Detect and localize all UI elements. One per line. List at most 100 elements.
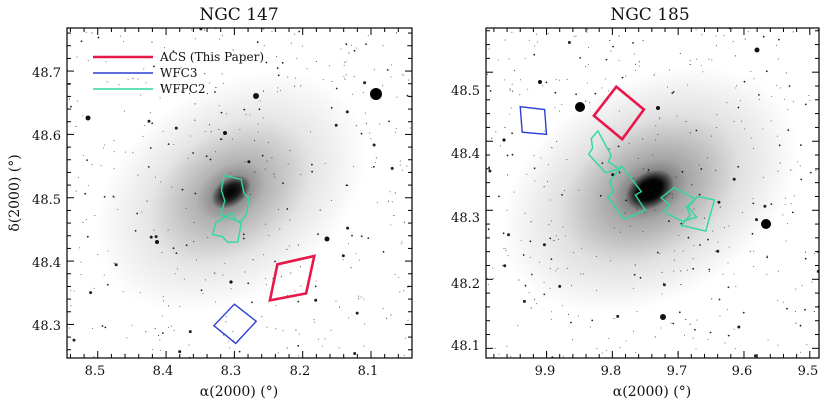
star-speck	[504, 126, 506, 128]
star-speck	[137, 78, 139, 80]
star-speck	[298, 355, 300, 357]
x-tick-label: 8.1	[358, 364, 379, 379]
star-speck	[381, 85, 384, 87]
bright-star	[253, 93, 259, 99]
star-speck	[351, 234, 353, 237]
star-speck	[762, 35, 765, 38]
frame	[485, 27, 820, 359]
star-speck	[119, 35, 122, 37]
star-speck	[72, 338, 76, 342]
star-speck	[403, 354, 405, 357]
star-speck	[585, 66, 587, 68]
star-speck	[554, 107, 556, 109]
star-speck	[790, 203, 792, 205]
star-speck	[575, 35, 577, 37]
x-tick-label: 9.8	[601, 364, 622, 379]
star-speck	[367, 237, 370, 240]
star-speck	[275, 328, 277, 330]
star-speck	[199, 57, 201, 59]
star-speck	[536, 303, 538, 305]
star-speck	[511, 153, 514, 156]
star-speck	[579, 57, 582, 59]
star-speck	[395, 127, 397, 130]
star-speck	[364, 323, 366, 325]
star-speck	[689, 60, 691, 62]
star-speck	[527, 88, 529, 90]
star-speck	[815, 170, 817, 172]
star-speck	[782, 301, 784, 303]
star-speck	[371, 167, 373, 169]
star-speck	[498, 195, 500, 198]
star-speck	[508, 113, 510, 115]
panel-title: NGC 185	[610, 5, 689, 25]
star-speck	[791, 211, 794, 214]
star-speck	[794, 311, 797, 313]
star-speck	[632, 42, 634, 44]
panel-ngc147: NGC 147 8.5 8.4 8.3 8.2 8.1 48.3 48.4	[7, 5, 413, 400]
star-speck	[782, 214, 784, 216]
star-speck	[103, 274, 105, 276]
star-speck	[188, 330, 192, 334]
star-speck	[335, 300, 337, 302]
star-speck	[587, 29, 589, 31]
star-speck	[93, 355, 95, 357]
y-tick-label: 48.4	[451, 147, 480, 162]
x-axis-label: α(2000) (°)	[613, 384, 691, 400]
star-speck	[642, 39, 644, 41]
star-speck	[547, 32, 549, 34]
star-speck	[228, 347, 230, 349]
star-speck	[314, 298, 318, 302]
star-speck	[126, 337, 128, 339]
star-speck	[506, 154, 509, 157]
star-speck	[362, 92, 364, 94]
star-speck	[296, 58, 298, 60]
star-speck	[804, 251, 806, 253]
star-speck	[785, 240, 787, 242]
star-speck	[394, 273, 396, 276]
star-speck	[398, 276, 400, 278]
star-speck	[314, 285, 317, 288]
star-speck	[75, 125, 77, 127]
star-speck	[534, 45, 536, 47]
star-speck	[489, 90, 492, 92]
star-speck	[572, 339, 574, 341]
star-speck	[382, 45, 384, 47]
star-speck	[80, 274, 82, 276]
star-speck	[723, 35, 725, 37]
star-speck	[506, 174, 509, 176]
star-speck	[159, 339, 161, 341]
star-speck	[503, 264, 507, 268]
star-speck	[340, 48, 342, 50]
star-speck	[338, 347, 340, 349]
star-speck	[488, 169, 492, 173]
star-speck	[263, 28, 265, 30]
star-speck	[150, 112, 152, 114]
star-speck	[724, 342, 726, 344]
star-speck	[609, 40, 611, 42]
star-speck	[127, 78, 129, 80]
sky-image	[486, 28, 819, 358]
star-speck	[670, 322, 672, 324]
star-speck	[103, 147, 105, 149]
star-speck	[191, 29, 193, 31]
star-speck	[407, 45, 409, 47]
star-speck	[533, 298, 535, 300]
star-speck	[558, 79, 560, 81]
star-speck	[570, 321, 572, 324]
star-speck	[533, 53, 536, 56]
star-speck	[188, 344, 190, 346]
star-speck	[377, 202, 379, 204]
star-speck	[180, 66, 182, 68]
star-speck	[494, 347, 496, 349]
star-speck	[785, 72, 787, 74]
star-speck	[238, 350, 241, 353]
star-speck	[638, 61, 640, 63]
star-speck	[406, 94, 409, 97]
star-speck	[554, 91, 557, 94]
star-speck	[586, 82, 589, 84]
star-speck	[348, 242, 350, 245]
star-speck	[696, 319, 698, 321]
star-speck	[393, 215, 395, 217]
star-speck	[388, 120, 390, 123]
star-speck	[701, 34, 703, 36]
